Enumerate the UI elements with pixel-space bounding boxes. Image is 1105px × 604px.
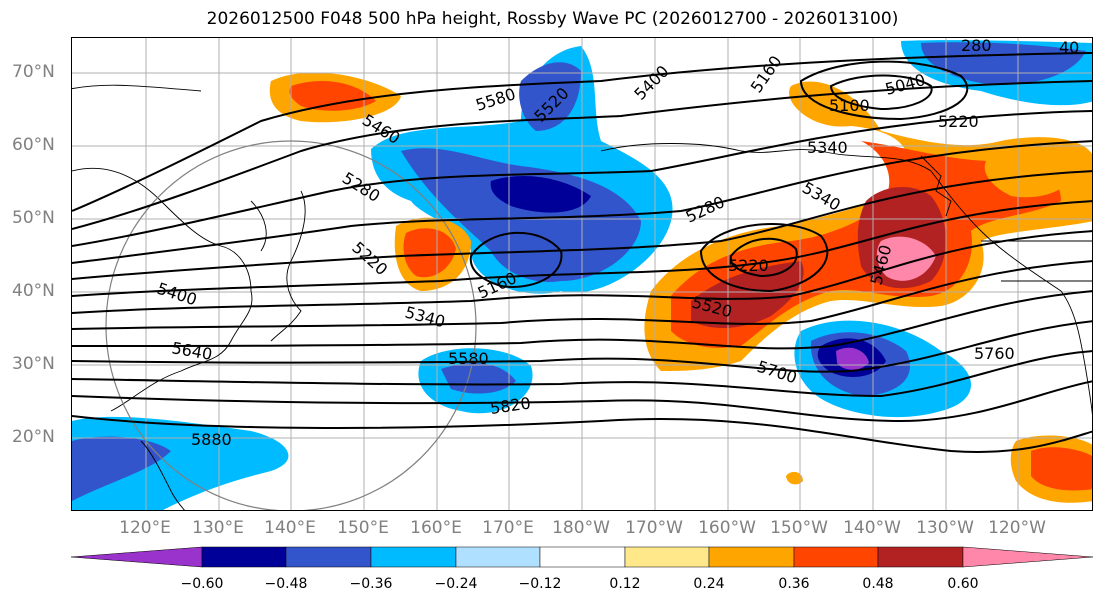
colorbar-segment	[708, 546, 795, 568]
lat-label-30: 30°N	[12, 354, 55, 374]
lon-label-170w: 170°W	[625, 518, 683, 538]
colorbar-tick-label: −0.48	[264, 576, 308, 592]
contour-label: 5640	[170, 338, 213, 364]
lon-label-170e: 170°E	[482, 518, 534, 538]
lon-label-120e: 120°E	[119, 518, 171, 538]
lon-label-140e: 140°E	[264, 518, 316, 538]
contour-label: 5100	[829, 96, 870, 115]
contour-label: 5400	[630, 62, 672, 104]
lon-label-160e: 160°E	[410, 518, 462, 538]
colorbar-tick-label: 0.36	[778, 576, 810, 592]
colorbar-segment	[70, 546, 203, 568]
colorbar-segment	[455, 546, 541, 568]
contour-label: 5220	[938, 112, 979, 131]
colorbar-tick-label: 0.24	[693, 576, 725, 592]
colorbar	[70, 546, 1094, 568]
colorbar-segment	[877, 546, 964, 568]
colorbar-segment	[962, 546, 1094, 568]
colorbar-segment	[201, 546, 287, 568]
contour-label: 5220	[728, 256, 769, 275]
colorbar-segment	[624, 546, 710, 568]
contour-label: 280	[961, 38, 992, 55]
map-title: 2026012500 F048 500 hPa height, Rossby W…	[206, 9, 899, 29]
lat-label-60: 60°N	[12, 135, 55, 155]
contour-label: 5400	[155, 279, 200, 310]
lat-label-50: 50°N	[12, 208, 55, 228]
lon-label-150e: 150°E	[337, 518, 389, 538]
contour-label: 5880	[191, 430, 232, 449]
colorbar-tick-label: −0.24	[434, 576, 478, 592]
lat-label-70: 70°N	[12, 62, 55, 82]
graticule	[72, 38, 1092, 510]
lon-label-130w: 130°W	[916, 518, 974, 538]
coastlines	[72, 84, 1092, 510]
map-canvas: 5580 5520 5400 5160 5040 5100 5220 5460 …	[72, 38, 1092, 510]
lon-label-160w: 160°W	[698, 518, 756, 538]
lon-label-120w: 120°W	[988, 518, 1046, 538]
colorbar-tick-label: 0.60	[947, 576, 979, 592]
map-panel[interactable]: 5580 5520 5400 5160 5040 5100 5220 5460 …	[71, 37, 1093, 511]
contour-label: 5040	[883, 70, 927, 99]
lon-label-180w: 180°W	[552, 518, 610, 538]
lon-label-150w: 150°W	[770, 518, 828, 538]
colorbar-tick-label: 0.12	[609, 576, 641, 592]
lat-label-20: 20°N	[12, 427, 55, 447]
contour-label: 5700	[755, 357, 800, 388]
lat-label-40: 40°N	[12, 281, 55, 301]
colorbar-tick-label: −0.12	[518, 576, 562, 592]
contour-label: 5580	[473, 84, 518, 115]
contour-label: 5160	[747, 52, 786, 96]
contour-label: 40	[1059, 38, 1079, 57]
lon-label-130e: 130°E	[192, 518, 244, 538]
colorbar-segment	[370, 546, 457, 568]
contour-label: 5280	[683, 192, 728, 226]
projection-circle	[105, 140, 477, 510]
colorbar-segment	[793, 546, 879, 568]
colorbar-tick-label: −0.36	[349, 576, 393, 592]
height-contours	[72, 52, 1092, 453]
colorbar-segment	[285, 546, 372, 568]
colorbar-tick-label: −0.60	[180, 576, 224, 592]
contour-label: 5580	[448, 349, 489, 368]
colorbar-segment	[539, 546, 626, 568]
colorbar-tick-label: 0.48	[862, 576, 894, 592]
contour-label: 5340	[799, 178, 844, 215]
contour-label: 5340	[403, 303, 447, 332]
lon-label-140w: 140°W	[843, 518, 901, 538]
contour-label: 5340	[807, 138, 848, 157]
contour-label: 5760	[974, 344, 1015, 363]
